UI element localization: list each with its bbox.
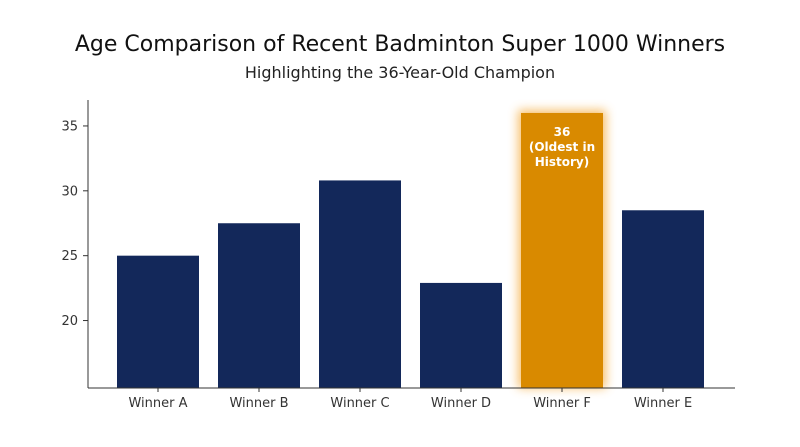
bar-data-label: (Oldest in [529,140,595,154]
bar-winner-e [622,210,704,388]
bar-winner-a [117,255,199,388]
x-tick-label: Winner C [330,396,389,411]
y-tick-label: 20 [61,314,78,329]
x-tick-label: Winner B [229,396,288,411]
bar-winner-c [319,180,401,388]
x-tick-label: Winner A [128,396,187,411]
bar-data-label: History) [535,155,590,169]
bar-winner-b [218,223,300,388]
x-tick-label: Winner D [431,396,491,411]
y-tick-label: 25 [61,249,78,264]
y-tick-label: 30 [61,184,78,199]
chart-title: Age Comparison of Recent Badminton Super… [74,32,726,57]
bar-data-label: 36 [554,125,571,139]
x-tick-label: Winner E [634,396,692,411]
chart-subtitle: Highlighting the 36-Year-Old Champion [244,63,556,82]
bar-winner-f [521,112,603,389]
bar-winner-d [420,282,502,388]
x-tick-label: Winner F [533,396,591,411]
y-tick-label: 35 [61,119,78,134]
